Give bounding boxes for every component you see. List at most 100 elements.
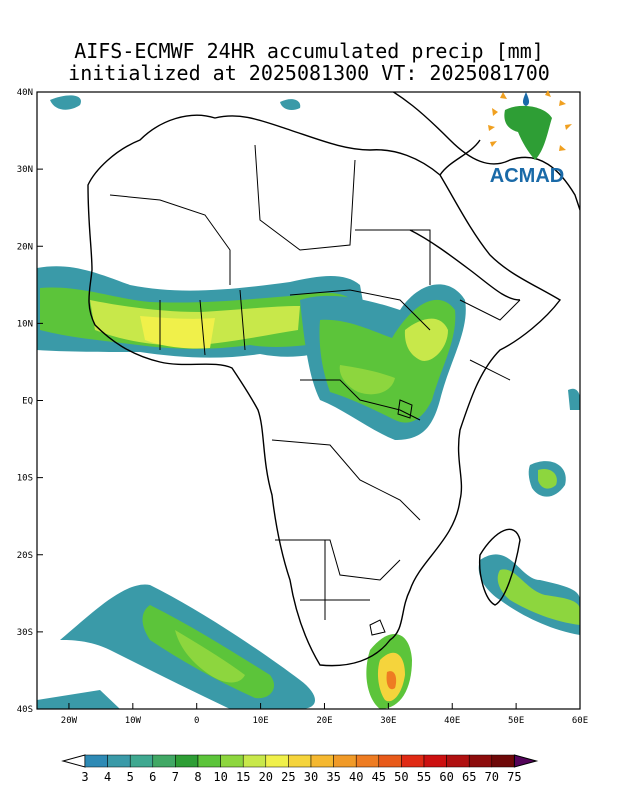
colorbar-label: 75 [507, 770, 521, 784]
colorbar-swatch [220, 754, 244, 768]
colorbar-swatch [446, 754, 470, 768]
colorbar-swatch [333, 754, 357, 768]
colorbar-swatch [197, 754, 221, 768]
x-tick-label: 20E [316, 716, 332, 726]
y-tick-label: 40N [17, 88, 33, 98]
colorbar-swatch [129, 754, 154, 768]
colorbar: 3 4 5 6 7 8 10 15 20 25 30 35 40 45 50 55 60 65 70 75 [61, 754, 539, 784]
x-tick-label: 50E [508, 716, 524, 726]
colorbar-label: 50 [394, 770, 408, 784]
colorbar-high-arrow [513, 754, 539, 768]
colorbar-swatch [288, 754, 312, 768]
x-tick-label: 0 [194, 716, 199, 726]
precip-sahel-max [140, 316, 215, 349]
border-7 [271, 439, 421, 521]
colorbar-label: 25 [281, 770, 295, 784]
colorbar-label: 40 [349, 770, 363, 784]
colorbar-low-arrow [61, 754, 86, 768]
precip-north-cell [280, 99, 301, 110]
map-title-line2: initialized at 2025081300 VT: 2025081700 [68, 61, 550, 85]
y-tick-label: 30S [17, 628, 33, 638]
africa-outline [87, 114, 562, 667]
colorbar-label: 10 [213, 770, 227, 784]
y-tick-label: 10N [17, 319, 33, 329]
logo-africa-icon [504, 105, 552, 160]
y-tick-label: 20N [17, 242, 33, 252]
x-tick-label: 20W [61, 716, 78, 726]
precip-indian-ocean-mid [497, 569, 580, 625]
colorbar-label: 3 [81, 770, 88, 784]
precip-mascarene-mid [538, 468, 557, 489]
y-tick-label: 40S [17, 705, 33, 715]
colorbar-swatch [378, 754, 402, 768]
y-tick-label: 30N [17, 165, 33, 175]
madagascar-outline [478, 528, 521, 606]
colorbar-swatch [468, 754, 493, 768]
colorbar-label: 65 [462, 770, 476, 784]
colorbar-label: 15 [236, 770, 250, 784]
x-axis-ticks: 20W 10W 0 10E 20E 30E 40E 50E 60E [61, 703, 588, 726]
colorbar-swatch [423, 754, 447, 768]
border-5 [159, 289, 246, 356]
colorbar-label: 70 [485, 770, 499, 784]
colorbar-label: 7 [172, 770, 179, 784]
border-1 [109, 194, 231, 285]
lake-victoria [397, 399, 413, 419]
acmad-logo: ACMAD [488, 90, 572, 187]
colorbar-swatch [310, 754, 334, 768]
colorbar-swatch [401, 754, 425, 768]
y-tick-label: 10S [17, 474, 33, 484]
colorbar-label: 55 [417, 770, 431, 784]
precip-satlantic-high [175, 630, 245, 683]
colorbar-label: 60 [439, 770, 453, 784]
precip-field [37, 95, 580, 709]
map-title-line1: AIFS-ECMWF 24HR accumulated precip [mm] [74, 39, 544, 63]
x-tick-label: 10E [252, 716, 268, 726]
colorbar-label: 5 [127, 770, 134, 784]
border-4 [289, 289, 431, 331]
precip-central-high [339, 365, 395, 395]
border-2 [254, 144, 356, 251]
precip-sw-corner [37, 690, 120, 709]
colorbar-label: 30 [304, 770, 318, 784]
logo-sun-rays-icon [488, 90, 572, 151]
colorbar-label: 45 [372, 770, 386, 784]
colorbar-swatch [355, 754, 380, 768]
colorbar-swatch [265, 754, 289, 768]
red-sea-coast [409, 229, 521, 301]
colorbar-swatch [107, 754, 131, 768]
border-6 [300, 379, 421, 421]
levant-coast [439, 139, 481, 176]
y-tick-label: 20S [17, 551, 33, 561]
precip-natal-max [386, 671, 397, 690]
coastlines [87, 92, 580, 667]
borders [109, 144, 521, 636]
lesotho [369, 619, 386, 636]
border-10 [459, 299, 521, 381]
colorbar-swatch [84, 754, 108, 768]
colorbar-label: 20 [259, 770, 273, 784]
colorbar-label: 4 [104, 770, 111, 784]
colorbar-swatch [491, 754, 515, 768]
x-tick-label: 10W [125, 716, 142, 726]
y-axis-ticks: 40N 30N 20N 10N EQ 10S 20S 30S 40S [17, 88, 43, 715]
mideast-coast [392, 92, 580, 211]
colorbar-label: 35 [326, 770, 340, 784]
precip-east-edge [568, 388, 580, 410]
logo-drop-icon [522, 92, 530, 106]
logo-text: ACMAD [490, 165, 564, 187]
precip-ethiopia-high [404, 318, 448, 361]
colorbar-label: 6 [149, 770, 156, 784]
precip-nw-corner [50, 95, 81, 110]
x-tick-label: 40E [444, 716, 460, 726]
x-tick-label: 60E [572, 716, 588, 726]
colorbar-swatch [152, 754, 176, 768]
x-tick-label: 30E [380, 716, 396, 726]
colorbar-swatch [175, 754, 199, 768]
border-3 [355, 229, 431, 285]
colorbar-swatch [242, 754, 267, 768]
colorbar-label: 8 [194, 770, 201, 784]
border-9 [300, 540, 370, 620]
border-8 [275, 539, 401, 581]
y-tick-label: EQ [22, 397, 33, 407]
